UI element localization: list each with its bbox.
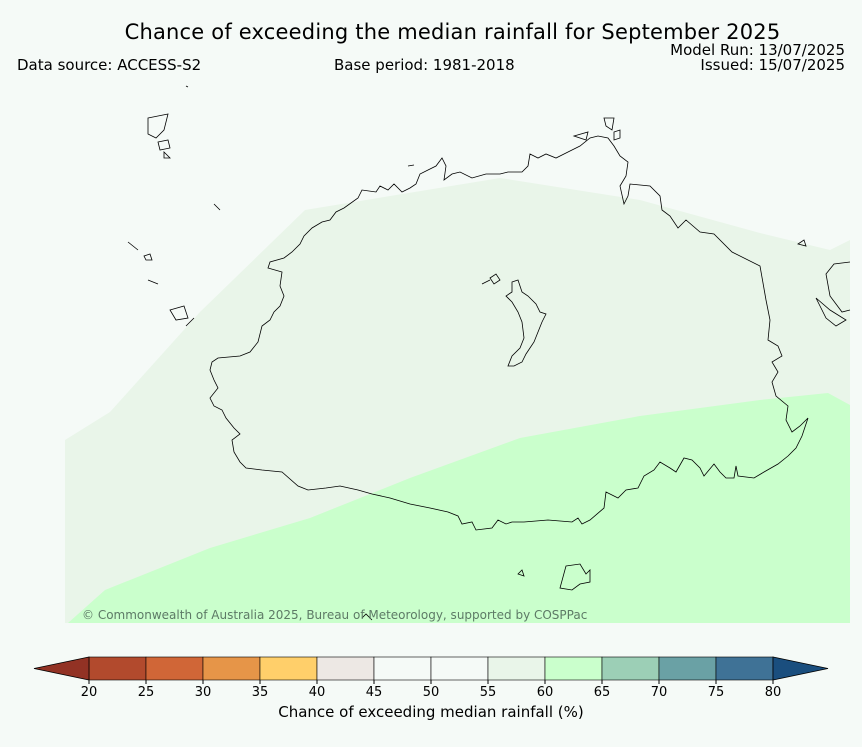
colorbar-label: Chance of exceeding median rainfall (%) <box>278 703 584 721</box>
colorbar-tick-label: 50 <box>423 685 440 700</box>
colorbar-bin-70-75 <box>658 656 717 681</box>
colorbar-bin-40-45 <box>316 656 375 681</box>
colorbar-bin-25-30 <box>145 656 204 681</box>
category-60-65-region <box>68 393 850 623</box>
colorbar-tick-label: 60 <box>537 685 554 700</box>
central-islet <box>489 273 501 285</box>
island <box>147 113 169 139</box>
island <box>407 164 415 167</box>
colorbar-tick-label: 40 <box>309 685 326 700</box>
colorbar-tick-label: 55 <box>480 685 497 700</box>
colorbar-tick-label: 25 <box>138 685 155 700</box>
island <box>169 305 189 321</box>
colorbar-bin-75-80 <box>715 656 774 681</box>
colorbar-tick-label: 80 <box>765 685 782 700</box>
colorbar-tick-label: 35 <box>252 685 269 700</box>
colorbar-tick-label: 45 <box>366 685 383 700</box>
island <box>559 563 591 591</box>
base-period-label: Base period: 1981-2018 <box>334 56 515 74</box>
island <box>147 279 159 285</box>
colorbar-under-arrow <box>33 656 90 681</box>
colorbar-tick-label: 70 <box>651 685 668 700</box>
central-island-outline <box>505 279 547 367</box>
island <box>213 203 221 211</box>
island <box>185 317 195 327</box>
main-island-coastline <box>209 135 809 531</box>
colorbar-tick-label: 75 <box>708 685 725 700</box>
island <box>815 297 847 327</box>
island <box>797 239 807 247</box>
island <box>825 261 851 313</box>
map-title: Chance of exceeding the median rainfall … <box>124 20 781 44</box>
colorbar-bin-45-50 <box>373 656 432 681</box>
colorbar-bin-55-60 <box>487 656 546 681</box>
copyright-credit: © Commonwealth of Australia 2025, Bureau… <box>82 608 588 622</box>
colorbar-tick-label: 30 <box>195 685 212 700</box>
colorbar: 20 25 30 35 40 45 50 55 60 65 70 75 80 <box>33 656 829 700</box>
colorbar-bin-35-40 <box>259 656 318 681</box>
colorbar-tick-label: 20 <box>81 685 98 700</box>
model-run-label: Model Run: 13/07/2025 <box>670 41 845 59</box>
colorbar-over-arrow <box>772 656 829 681</box>
island <box>143 253 153 261</box>
island <box>517 569 525 577</box>
colorbar-bin-20-25 <box>88 656 147 681</box>
island <box>185 85 189 88</box>
colorbar-bin-60-65 <box>544 656 603 681</box>
data-source-label: Data source: ACCESS-S2 <box>17 56 202 74</box>
island <box>127 241 139 251</box>
colorbar-bin-30-35 <box>202 656 261 681</box>
central-islet <box>481 279 491 285</box>
island <box>603 117 615 131</box>
island <box>613 129 621 141</box>
issued-label: Issued: 15/07/2025 <box>700 56 845 74</box>
island <box>163 151 171 159</box>
colorbar-tick-label: 65 <box>594 685 611 700</box>
island <box>157 139 171 151</box>
island <box>361 613 373 621</box>
colorbar-bin-65-70 <box>601 656 660 681</box>
island <box>572 131 589 141</box>
colorbar-bin-50-55 <box>430 656 489 681</box>
rainfall-map <box>65 85 851 623</box>
